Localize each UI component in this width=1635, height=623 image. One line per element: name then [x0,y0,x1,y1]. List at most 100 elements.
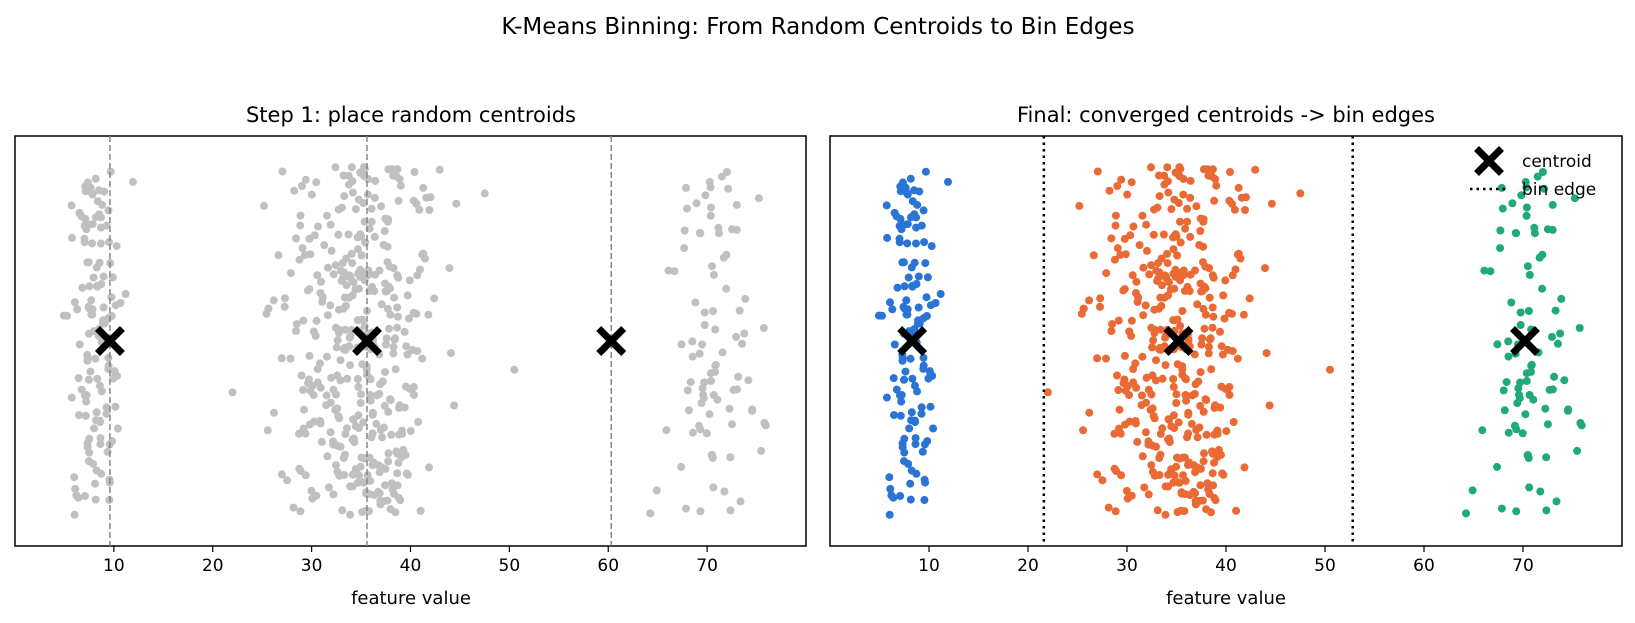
data-point [316,289,325,297]
data-point [354,382,363,391]
data-point [1502,378,1511,387]
data-point [89,273,98,282]
data-point [1131,417,1140,425]
data-point [96,440,105,449]
data-point [280,294,289,303]
data-point [300,405,309,414]
data-point [1230,205,1239,214]
data-point [917,403,926,412]
data-point [1127,316,1136,325]
data-point [1296,189,1305,198]
data-point [394,196,403,205]
data-point [365,374,374,383]
data-point [384,457,393,466]
data-point [346,331,355,340]
data-point [356,399,365,407]
data-point [1161,361,1170,370]
data-point [97,213,105,222]
data-point [1167,205,1176,214]
data-point [363,453,372,462]
data-point [393,323,402,332]
data-point [314,222,322,231]
data-point [378,377,387,386]
data-point [320,241,329,250]
data-point [1514,384,1523,393]
panel-final-plot-area: 10 20 30 40 50 60 70 [829,135,1623,576]
data-point [405,276,414,285]
data-point [418,250,427,259]
data-point [1093,470,1102,479]
data-point [1538,250,1547,259]
data-point [98,200,107,209]
data-point [316,383,325,392]
data-point [1200,449,1208,458]
data-point [1184,408,1193,417]
data-point [1178,307,1187,315]
data-point [121,290,130,298]
data-point [1200,324,1209,333]
data-point [390,335,399,344]
data-point [412,309,421,318]
data-point [87,310,96,319]
data-point [85,434,94,443]
data-point [1102,354,1110,363]
data-point [903,220,912,229]
data-point [897,391,906,399]
data-point [297,182,306,190]
data-point [1169,375,1178,383]
data-point [326,301,335,310]
data-point [1174,418,1183,427]
data-point [104,206,113,215]
data-point [698,340,707,349]
data-point [403,291,412,300]
data-point [1198,334,1207,343]
data-point [1161,510,1170,519]
data-point [706,211,715,220]
data-point [395,175,404,184]
data-point [1174,478,1183,487]
data-point [1187,419,1196,428]
data-point [725,404,734,413]
data-point [70,473,79,482]
data-point [929,424,938,433]
data-point [744,376,753,385]
data-point [116,299,125,307]
data-point [1198,496,1207,505]
data-point [84,375,93,384]
data-point [1180,507,1189,516]
data-point [299,424,308,433]
data-point [91,479,100,488]
data-point [754,194,763,203]
data-point [1171,230,1180,239]
data-point [896,492,905,500]
data-point [357,251,366,260]
data-point [366,391,375,399]
data-point [105,238,113,247]
data-point [1207,508,1215,517]
data-point [1079,426,1088,435]
data-point [1132,383,1141,392]
data-point [435,165,444,174]
data-point [895,234,904,243]
data-point [1169,245,1178,254]
data-point [363,190,372,199]
data-point [334,205,343,214]
data-point [92,263,101,272]
data-point [391,365,400,374]
data-point [1245,294,1254,303]
data-point [702,429,711,438]
data-point [1228,347,1237,356]
data-point [1541,404,1550,413]
data-point [732,332,741,341]
data-point [510,365,519,374]
data-point [358,360,367,369]
data-point [228,388,237,397]
data-point [1524,307,1533,315]
data-point [646,509,655,518]
data-point [1196,464,1205,473]
data-point [732,225,741,234]
data-point [334,230,343,239]
data-point [346,361,355,370]
data-point [1261,264,1269,273]
